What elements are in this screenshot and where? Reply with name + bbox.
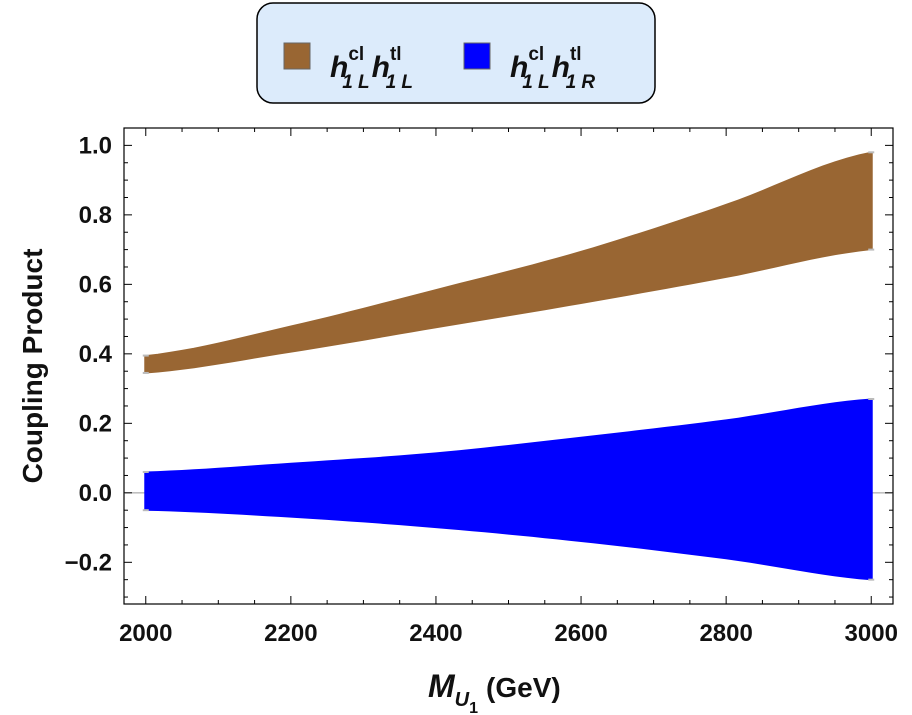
- legend-swatch-brown: [283, 42, 311, 70]
- band-blue: [145, 398, 872, 581]
- y-tick-labels: −0.2 0.0 0.2 0.4 0.6 0.8 1.0: [65, 132, 113, 576]
- y-axis-title: Coupling Product: [17, 249, 48, 484]
- y-tick-label: −0.2: [65, 549, 112, 576]
- y-tick-label: 1.0: [79, 132, 112, 159]
- band-brown: [145, 151, 872, 374]
- bands: [142, 151, 875, 581]
- legend-label-brown: hcl 1 Lhtl 1 L: [330, 44, 413, 93]
- x-tick-label: 2600: [554, 620, 607, 647]
- y-tick-label: 0.4: [79, 341, 113, 368]
- x-tick-label: 2400: [409, 620, 462, 647]
- x-tick-labels: 2000 2200 2400 2600 2800 3000: [119, 620, 898, 647]
- x-tick-label: 2200: [264, 620, 317, 647]
- y-tick-label: 0.2: [79, 410, 112, 437]
- x-tick-label: 2800: [699, 620, 752, 647]
- legend-label-blue: hcl 1 Lhtl 1 R: [510, 44, 595, 93]
- legend-box: [256, 2, 656, 104]
- y-tick-label: 0.6: [79, 271, 112, 298]
- x-axis-title: MU1(GeV): [428, 668, 561, 715]
- x-tick-label: 3000: [845, 620, 898, 647]
- x-tick-label: 2000: [119, 620, 172, 647]
- axis-ticks: [124, 128, 893, 604]
- legend-swatch-blue: [463, 42, 491, 70]
- legend: hcl 1 Lhtl 1 L hcl 1 Lhtl 1 R: [256, 2, 656, 104]
- y-tick-label: 0.8: [79, 202, 112, 229]
- y-tick-label: 0.0: [79, 480, 112, 507]
